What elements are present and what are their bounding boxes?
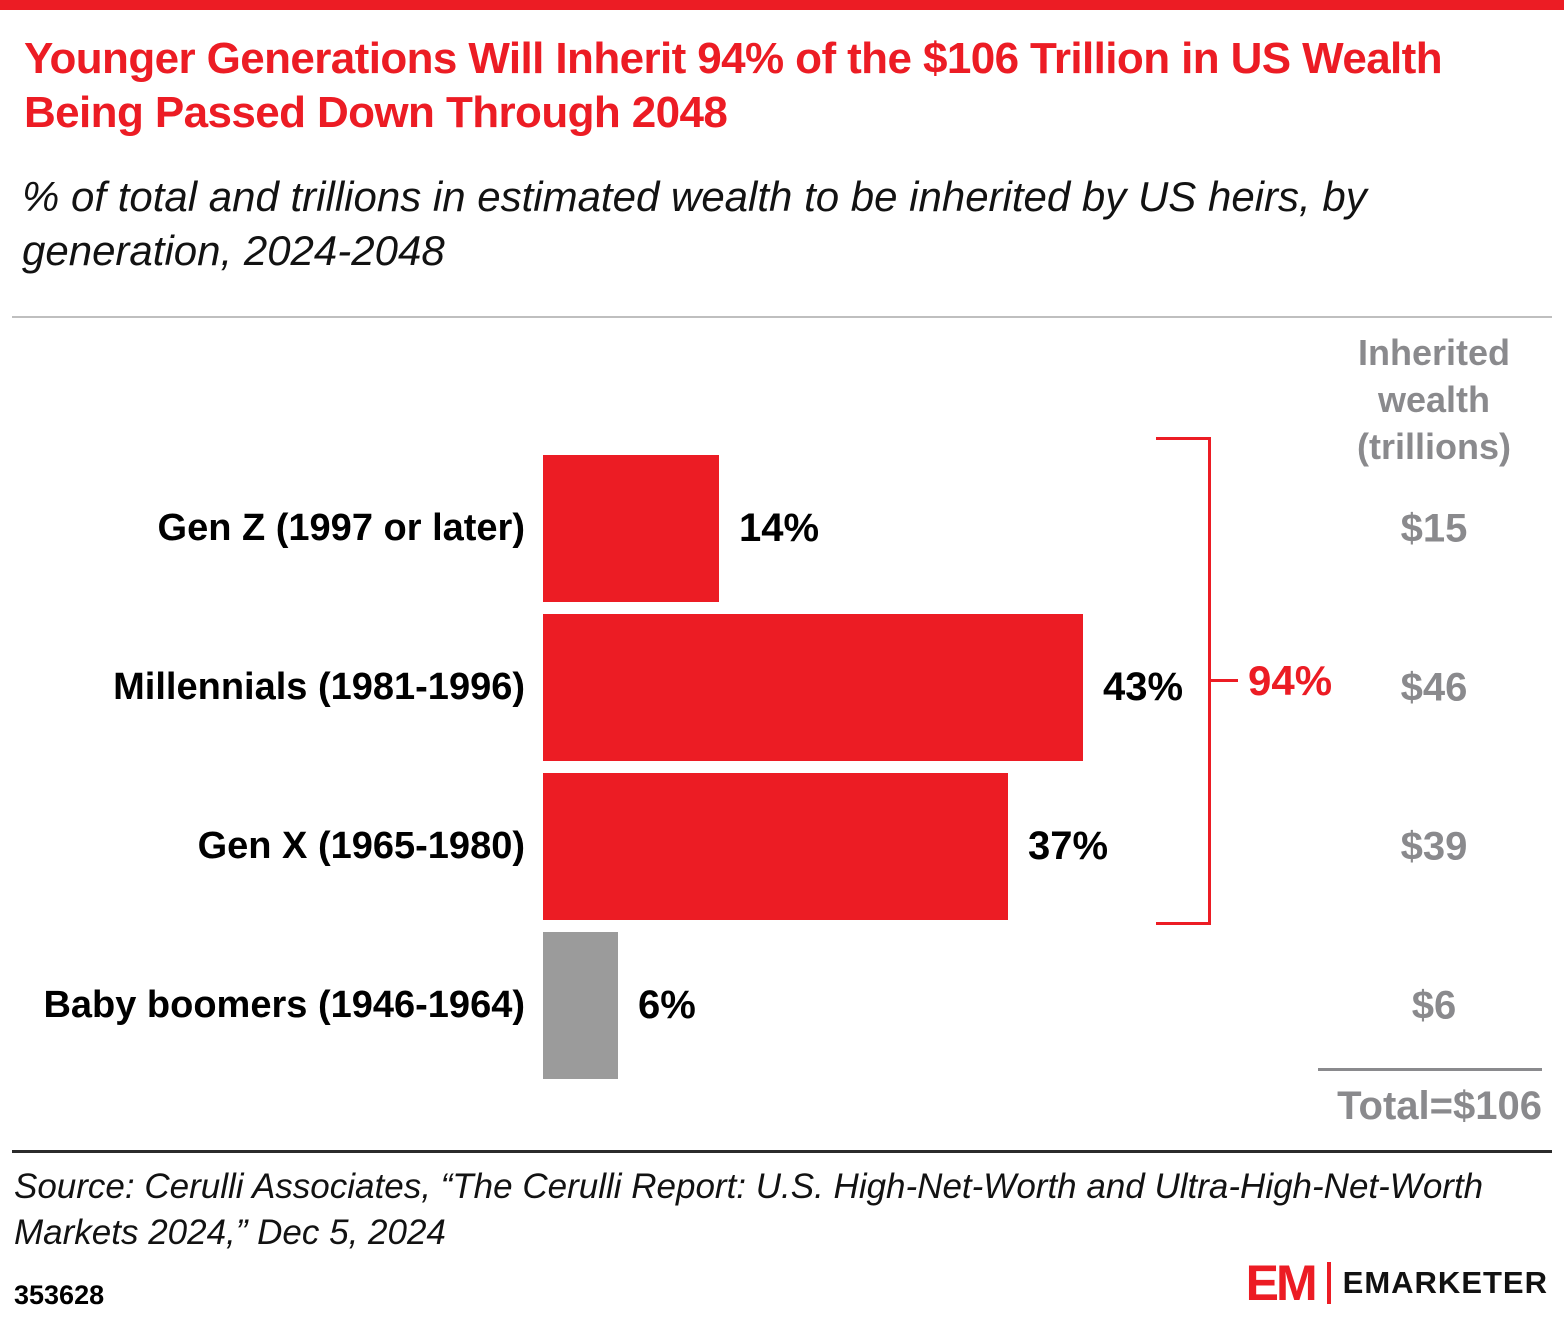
total-label: Total=$106	[1337, 1084, 1542, 1128]
logo-separator-bar	[1326, 1262, 1331, 1304]
bar-row-gen-x: Gen X (1965-1980) 37% $39	[0, 773, 1564, 920]
category-label-baby-boomers: Baby boomers (1946-1964)	[43, 984, 525, 1026]
chart-id: 353628	[14, 1280, 105, 1310]
bar-row-gen-z: Gen Z (1997 or later) 14% $15	[0, 455, 1564, 602]
percent-label-gen-x: 37%	[1028, 824, 1109, 868]
percent-label-millennials: 43%	[1103, 665, 1184, 709]
bar-gen-x	[543, 773, 1008, 920]
source-citation: Source: Cerulli Associates, “The Cerulli…	[14, 1167, 1484, 1253]
bar-baby-boomers	[543, 932, 618, 1079]
category-label-millennials: Millennials (1981-1996)	[113, 666, 525, 708]
category-label-gen-x: Gen X (1965-1980)	[197, 825, 525, 867]
bracket-bottom-tick	[1156, 922, 1211, 925]
source-divider	[12, 1150, 1552, 1153]
percent-label-gen-z: 14%	[739, 506, 820, 550]
bar-row-baby-boomers: Baby boomers (1946-1964) 6% $6	[0, 932, 1564, 1079]
wealth-value-gen-z: $15	[1400, 506, 1468, 550]
category-label-gen-z: Gen Z (1997 or later)	[157, 507, 525, 549]
bar-gen-z	[543, 455, 719, 602]
emarketer-logo: EM EMARKETER	[1246, 1258, 1548, 1308]
total-separator-line	[1318, 1068, 1542, 1071]
bar-row-millennials: Millennials (1981-1996) 43% $46	[0, 614, 1564, 761]
bracket-middle-tick	[1208, 679, 1238, 682]
chart-title: Younger Generations Will Inherit 94% of …	[24, 34, 1443, 137]
inherited-wealth-column-header: Inherited wealth (trillions)	[1357, 332, 1511, 467]
emarketer-wordmark: EMARKETER	[1342, 1265, 1548, 1300]
wealth-value-millennials: $46	[1400, 665, 1468, 709]
bracket-top-tick	[1156, 437, 1211, 440]
emarketer-logo-mark: EM	[1245, 1255, 1318, 1311]
bracket-percent-label: 94%	[1248, 657, 1333, 704]
top-accent-bar	[0, 0, 1564, 10]
percent-label-baby-boomers: 6%	[638, 983, 696, 1027]
wealth-value-baby-boomers: $6	[1411, 983, 1457, 1027]
wealth-value-gen-x: $39	[1400, 824, 1468, 868]
header-divider	[12, 316, 1552, 318]
chart-subtitle: % of total and trillions in estimated we…	[22, 173, 1367, 274]
bar-millennials	[543, 614, 1083, 761]
